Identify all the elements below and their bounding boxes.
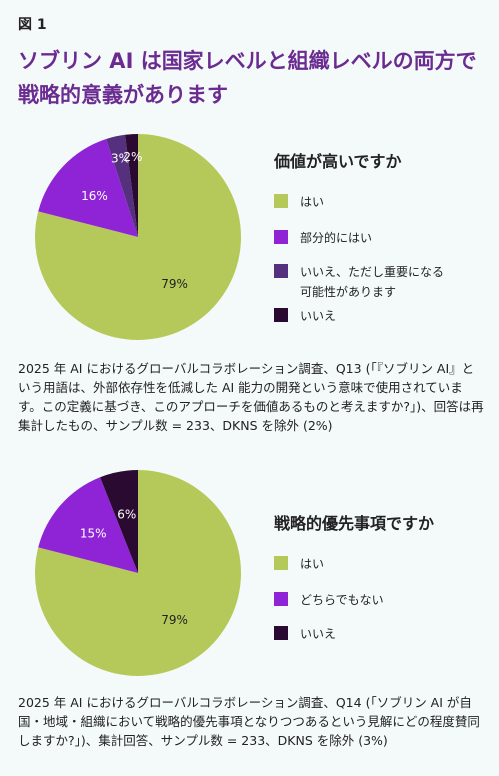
slice-label: 2% [123,150,142,164]
legend-title: 戦略的優先事項ですか [274,514,435,533]
slice-label: 15% [80,526,107,540]
legend-swatch [274,556,288,570]
legend-swatch [274,194,288,208]
slice-label: 79% [161,613,188,627]
footnote-q14: 2025 年 AI におけるグローバルコラボレーション調査、Q14 (「ソブリン… [18,695,480,748]
legend-label: いいえ、ただし重要になる可能性があります [300,265,445,299]
legend-item: どちらでもない [274,590,450,610]
pie-chart-priority: 79% 15% 6% 戦略的優先事項ですか はいどちらでもない いいえ [0,462,499,692]
slice-label: 79% [161,277,188,291]
pie-slice [38,477,139,573]
legend-swatch [274,230,288,244]
slice-label: 16% [81,189,108,203]
pie-slice [100,470,138,573]
pie-slice [34,134,241,340]
pie-chart-svg: 79% 15% 6% [34,470,241,676]
pie-slice [125,134,138,237]
legend-swatch [274,592,288,606]
pie-slice [106,134,138,237]
pie-slice [34,470,241,676]
legend-label: いいえ [300,309,337,323]
legend-item: いいえ、ただし重要になる可能性があります [274,262,450,302]
legend-item: いいえ [274,306,450,326]
legend-label: はい [300,195,325,209]
legend-swatch [274,264,288,278]
legend-label: どちらでもない [300,593,384,607]
legend-title: 価値が高いですか [274,152,402,171]
figure-label: 図 1 [18,17,47,33]
slice-label: 6% [117,507,136,521]
pie-slice [38,139,139,237]
legend-item: はい [274,554,450,574]
legend-label: はい [300,557,325,571]
page-title: ソブリン AI は国家レベルと組織レベルの両方で戦略的意義があります [18,49,477,107]
pie-chart-value: 79% 16% 3% 2% 価値が高いですか はい部分的にはいいいえ、ただし重要になる… [0,120,499,350]
legend-item: 部分的にはい [274,228,450,248]
pie-chart-svg: 79% 16% 3%2% [34,134,241,340]
legend-item: いいえ [274,624,450,644]
legend-item: はい [274,192,450,212]
legend-swatch [274,626,288,640]
slice-label: 3% [111,152,130,166]
legend-label: 部分的にはい [300,231,373,245]
footnote-q13: 2025 年 AI におけるグローバルコラボレーション調査、Q13 (「『ソブリ… [18,361,484,433]
legend-swatch [274,308,288,322]
legend-label: いいえ [300,627,337,641]
